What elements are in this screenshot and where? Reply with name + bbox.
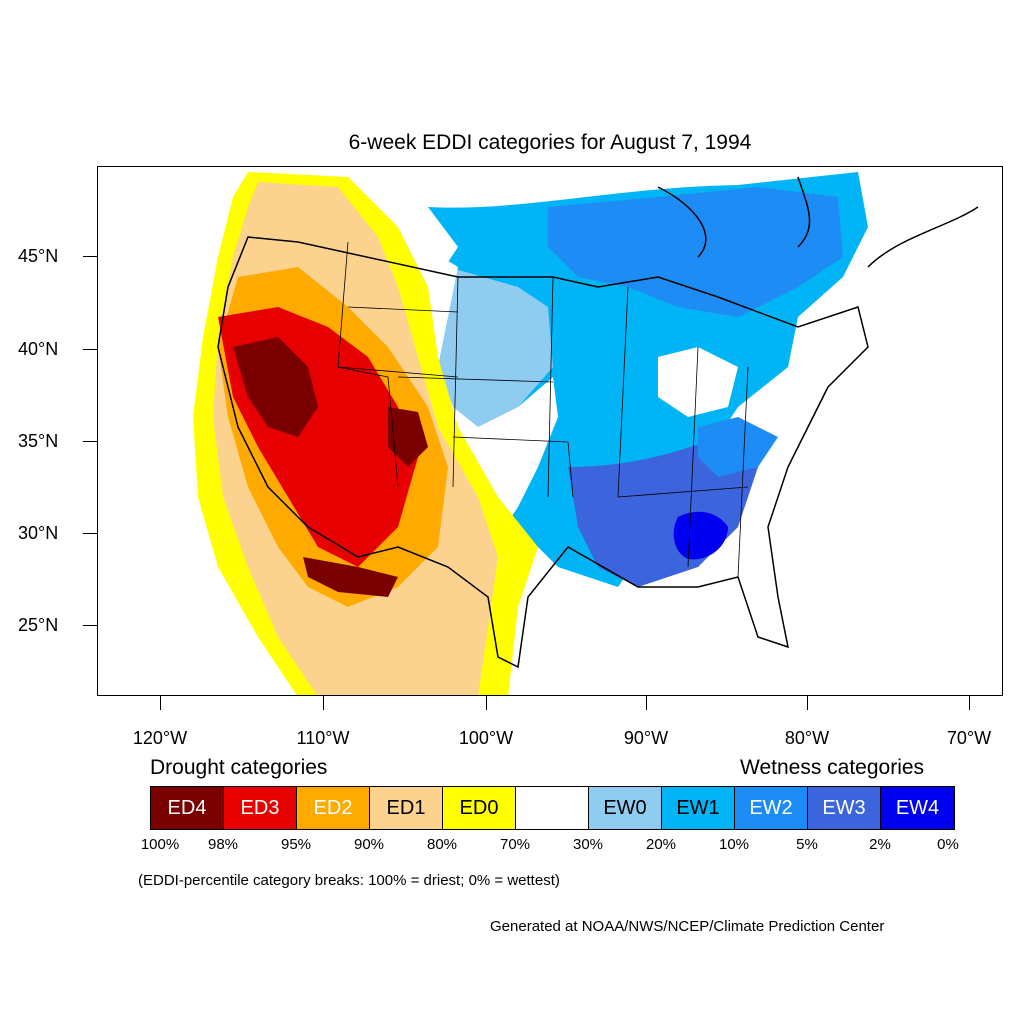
lat-label-25: 25°N	[18, 615, 59, 635]
percentile-label: 30%	[572, 836, 604, 853]
wet-region-upper-midwest	[548, 187, 843, 317]
normal-region-ohio	[658, 347, 738, 417]
category-note: (EDDI-percentile category breaks: 100% =…	[138, 872, 560, 889]
canada-coast	[657, 176, 979, 268]
map-title: 6-week EDDI categories for August 7, 199…	[348, 131, 752, 154]
percentile-label: 98%	[207, 836, 239, 853]
percentile-label: 70%	[499, 836, 531, 853]
wet-region-core	[673, 511, 728, 560]
legend-box-ed0: ED0	[443, 787, 516, 829]
lon-tick-110	[323, 696, 324, 710]
lon-tick-90	[646, 696, 647, 710]
drought-ed4-north	[233, 337, 318, 437]
legend-box-ew0: EW0	[589, 787, 662, 829]
lat-tick-25	[83, 625, 97, 626]
lat-tick-30	[83, 533, 97, 534]
lon-label-100: 100°W	[458, 728, 514, 748]
lon-label-110: 110°W	[296, 728, 350, 748]
lon-tick-70	[969, 696, 970, 710]
legend-box-ed1: ED1	[370, 787, 443, 829]
state-lines	[337, 241, 749, 578]
lat-label-30: 30°N	[18, 523, 59, 543]
legend-box-ew3: EW3	[808, 787, 881, 829]
legend-box-ew1: EW1	[662, 787, 735, 829]
lon-label-80: 80°W	[784, 728, 830, 748]
percentile-label: 80%	[426, 836, 458, 853]
eddi-map	[97, 166, 1003, 696]
lat-label-40: 40°N	[18, 339, 59, 359]
legend-box-ew2: EW2	[735, 787, 808, 829]
percentile-label: 100%	[140, 836, 180, 853]
drought-ed4-south	[303, 557, 398, 597]
lon-label-70: 70°W	[946, 728, 992, 748]
lon-tick-120	[160, 696, 161, 710]
lon-label-90: 90°W	[623, 728, 669, 748]
drought-ed4-east	[388, 407, 428, 467]
percentile-label: 2%	[869, 836, 891, 853]
percentile-label: 90%	[353, 836, 385, 853]
lon-label-120: 120°W	[132, 728, 188, 748]
wetness-heading: Wetness categories	[740, 756, 925, 779]
credit-line: Generated at NOAA/NWS/NCEP/Climate Predi…	[490, 918, 885, 935]
lat-tick-40	[83, 349, 97, 350]
legend-box-normal	[516, 787, 589, 829]
percentile-label: 5%	[796, 836, 818, 853]
percentile-label: 10%	[718, 836, 750, 853]
lat-label-45: 45°N	[18, 246, 59, 266]
lat-tick-35	[83, 441, 97, 442]
legend-box-ed4: ED4	[151, 787, 224, 829]
lon-tick-80	[807, 696, 808, 710]
us-outline	[217, 236, 869, 669]
percentile-label: 0%	[937, 836, 959, 853]
legend-box-ed3: ED3	[224, 787, 297, 829]
legend-box-ew4: EW4	[881, 787, 954, 829]
percentile-label: 20%	[645, 836, 677, 853]
lon-tick-100	[486, 696, 487, 710]
wet-region-lightblue-west	[438, 267, 553, 427]
wet-region-ohio-valley	[698, 417, 778, 477]
category-legend: ED4 ED3 ED2 ED1 ED0 EW0 EW1 EW2 EW3 EW4	[150, 786, 955, 830]
percentile-label: 95%	[280, 836, 312, 853]
lat-tick-45	[83, 256, 97, 257]
legend-box-ed2: ED2	[297, 787, 370, 829]
drought-heading: Drought categories	[150, 756, 328, 779]
lat-label-35: 35°N	[18, 431, 59, 451]
map-graphic	[193, 172, 979, 695]
